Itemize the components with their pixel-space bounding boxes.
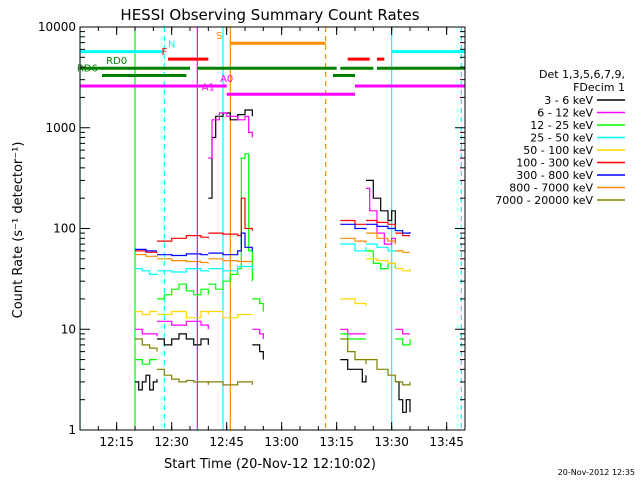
series-line-5-5 <box>395 232 410 237</box>
series-line-7-0 <box>135 254 158 258</box>
series-line-3-1 <box>157 268 209 273</box>
series-line-2-0 <box>135 359 157 365</box>
series-line-8-2 <box>208 381 253 386</box>
series-line-0-2 <box>208 109 253 199</box>
series-line-4-3 <box>340 298 367 306</box>
series-line-0-6 <box>395 381 411 413</box>
series-line-2-4 <box>340 333 366 340</box>
series-line-5-3 <box>340 219 366 225</box>
series-line-2-5 <box>366 250 396 270</box>
series-line-0-4 <box>340 359 367 383</box>
y-axis-label: Count Rate (s⁻¹ detector⁻¹) <box>11 142 26 319</box>
series-line-7-4 <box>366 232 396 245</box>
series-line-1-0 <box>135 328 158 337</box>
vertical-markers <box>80 27 462 430</box>
legend-label-3: 25 - 50 keV <box>530 132 593 145</box>
series-line-4-2 <box>208 310 253 319</box>
x-tick-label-4: 13:15 <box>319 435 354 449</box>
legend-title-line-1: FDecim 1 <box>573 81 625 94</box>
flag-label-rd0: RD0 <box>106 56 127 67</box>
chart-title: HESSI Observing Summary Count Rates <box>120 6 419 24</box>
legend-label-2: 12 - 25 keV <box>530 119 593 132</box>
legend-label-5: 100 - 300 keV <box>516 157 593 170</box>
series-group <box>135 109 411 413</box>
series-line-6-1 <box>157 253 209 257</box>
series-line-2-1 <box>157 283 209 300</box>
series-line-7-5 <box>395 250 410 253</box>
series-line-4-1 <box>157 310 209 319</box>
series-line-0-1 <box>157 333 209 346</box>
series-line-3-2 <box>208 265 253 272</box>
series-line-2-3 <box>252 298 264 312</box>
timestamp-footer: 20-Nov-2012 12:35 <box>558 468 635 477</box>
series-line-2-6 <box>395 338 411 346</box>
series-line-5-4 <box>366 219 396 229</box>
series-line-8-0 <box>135 338 158 352</box>
plot-area: NF S RD0 RD6 A0 A1 1 10 100 1000 10000 12:15 12:30 12… <box>38 20 466 449</box>
flag-bars <box>80 41 465 96</box>
legend-label-0: 3 - 6 keV <box>544 94 593 107</box>
series-line-7-2 <box>208 258 253 263</box>
legend-label-8: 7000 - 20000 keV <box>495 194 593 207</box>
series-line-1-1 <box>157 320 209 330</box>
flag-label-a0: A0 <box>220 74 233 85</box>
y-tick-label-0: 1 <box>68 423 76 437</box>
x-axis-label: Start Time (20-Nov-12 12:10:02) <box>164 457 376 472</box>
legend-title-line-0: Det 1,3,5,6,7,9, <box>539 68 625 81</box>
series-line-0-0 <box>135 374 158 391</box>
series-line-4-4 <box>366 258 396 267</box>
y-tick-label-2: 100 <box>53 222 76 236</box>
series-line-1-5 <box>366 187 396 245</box>
series-line-7-3 <box>340 237 367 243</box>
series-line-4-5 <box>395 268 411 272</box>
series-line-3-0 <box>135 268 158 275</box>
flag-label-rd6: RD6 <box>77 64 98 75</box>
series-line-4-0 <box>135 310 157 316</box>
series-line-8-3 <box>340 338 367 365</box>
x-tick-label-6: 13:45 <box>429 435 464 449</box>
y-tick-label-3: 1000 <box>45 121 76 135</box>
series-line-1-2 <box>208 112 253 159</box>
series-line-0-3 <box>252 344 264 360</box>
series-line-6-5 <box>395 230 411 234</box>
x-tick-label-5: 13:30 <box>374 435 409 449</box>
x-tick-label-1: 12:30 <box>154 435 189 449</box>
series-line-8-1 <box>157 368 209 385</box>
series-line-3-3 <box>340 243 367 252</box>
y-tick-label-4: 10000 <box>38 20 76 34</box>
legend-label-6: 300 - 800 keV <box>516 169 593 182</box>
series-line-6-0 <box>135 248 157 252</box>
flag-label-s: S <box>216 31 222 42</box>
y-tick-label-1: 10 <box>61 322 76 336</box>
legend-label-4: 50 - 100 keV <box>523 144 593 157</box>
series-line-5-0 <box>135 250 158 254</box>
plot-frame <box>79 26 466 431</box>
x-tick-label-3: 13:00 <box>264 435 299 449</box>
series-line-8-5 <box>395 381 411 386</box>
series-line-6-2 <box>208 232 253 256</box>
series-line-1-3 <box>252 328 264 339</box>
flag-label-n: N <box>168 40 175 51</box>
series-line-1-4 <box>340 328 366 335</box>
legend-label-7: 800 - 7000 keV <box>509 182 593 195</box>
series-line-5-1 <box>157 235 209 242</box>
x-tick-label-0: 12:15 <box>99 435 134 449</box>
series-line-1-6 <box>395 328 410 335</box>
legend-label-1: 6 - 12 keV <box>537 107 593 120</box>
series-line-0-5 <box>366 179 396 229</box>
x-tick-label-2: 12:45 <box>209 435 244 449</box>
flag-label-a1: A1 <box>202 82 215 93</box>
flag-label-f: F <box>161 47 167 58</box>
series-line-7-1 <box>157 258 209 264</box>
series-line-8-4 <box>366 359 396 382</box>
series-line-6-4 <box>366 223 396 231</box>
series-line-6-3 <box>340 223 367 230</box>
